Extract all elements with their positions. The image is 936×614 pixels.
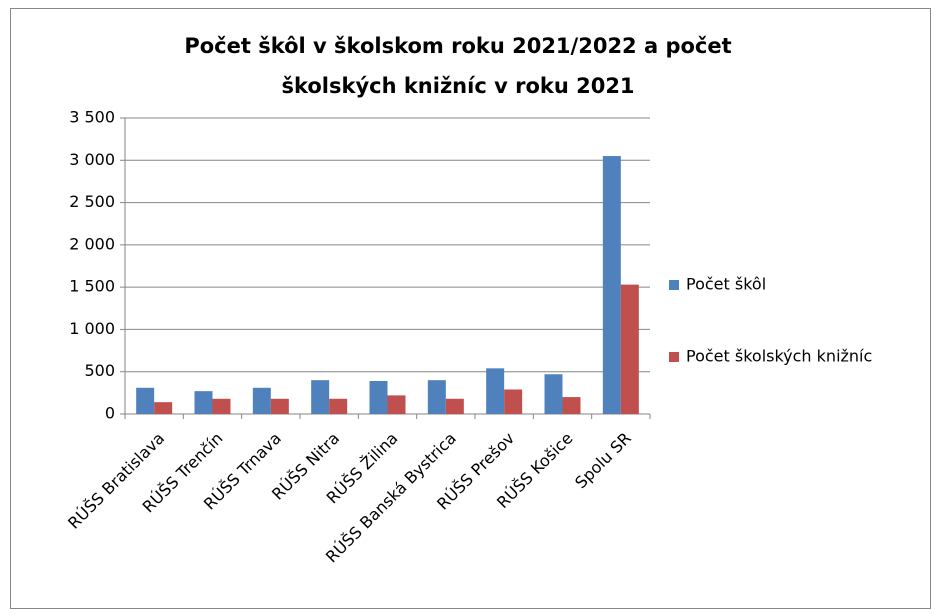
chart-border	[10, 8, 931, 609]
bar	[136, 387, 155, 414]
bar	[562, 397, 581, 414]
bar	[504, 389, 523, 414]
y-tick-label: 3 500	[69, 108, 115, 127]
bar	[154, 402, 173, 414]
chart-title: školských knižníc v roku 2021	[281, 74, 634, 98]
bar	[194, 391, 213, 414]
y-tick-label: 2 000	[69, 234, 115, 253]
bar	[602, 156, 621, 415]
y-tick-label: 500	[84, 361, 115, 380]
bar	[544, 374, 563, 414]
y-tick-label: 2 500	[69, 192, 115, 211]
y-tick-label: 0	[105, 404, 115, 423]
legend-label: Počet školských knižníc	[686, 347, 872, 366]
legend-swatch	[669, 352, 679, 362]
bar	[369, 381, 388, 414]
bar	[445, 398, 464, 414]
y-tick-label: 1 500	[69, 277, 115, 296]
bar	[427, 380, 446, 414]
bar	[329, 398, 348, 414]
y-tick-label: 3 000	[69, 150, 115, 169]
bar	[311, 380, 330, 414]
bar	[212, 398, 231, 414]
chart-title: Počet škôl v školskom roku 2021/2022 a p…	[184, 34, 731, 58]
bar	[486, 368, 505, 414]
bar	[252, 387, 271, 414]
bar	[270, 398, 289, 414]
legend-swatch	[669, 280, 679, 290]
bar	[387, 395, 406, 414]
legend-label: Počet škôl	[686, 275, 766, 294]
bar	[620, 284, 639, 414]
y-tick-label: 1 000	[69, 319, 115, 338]
